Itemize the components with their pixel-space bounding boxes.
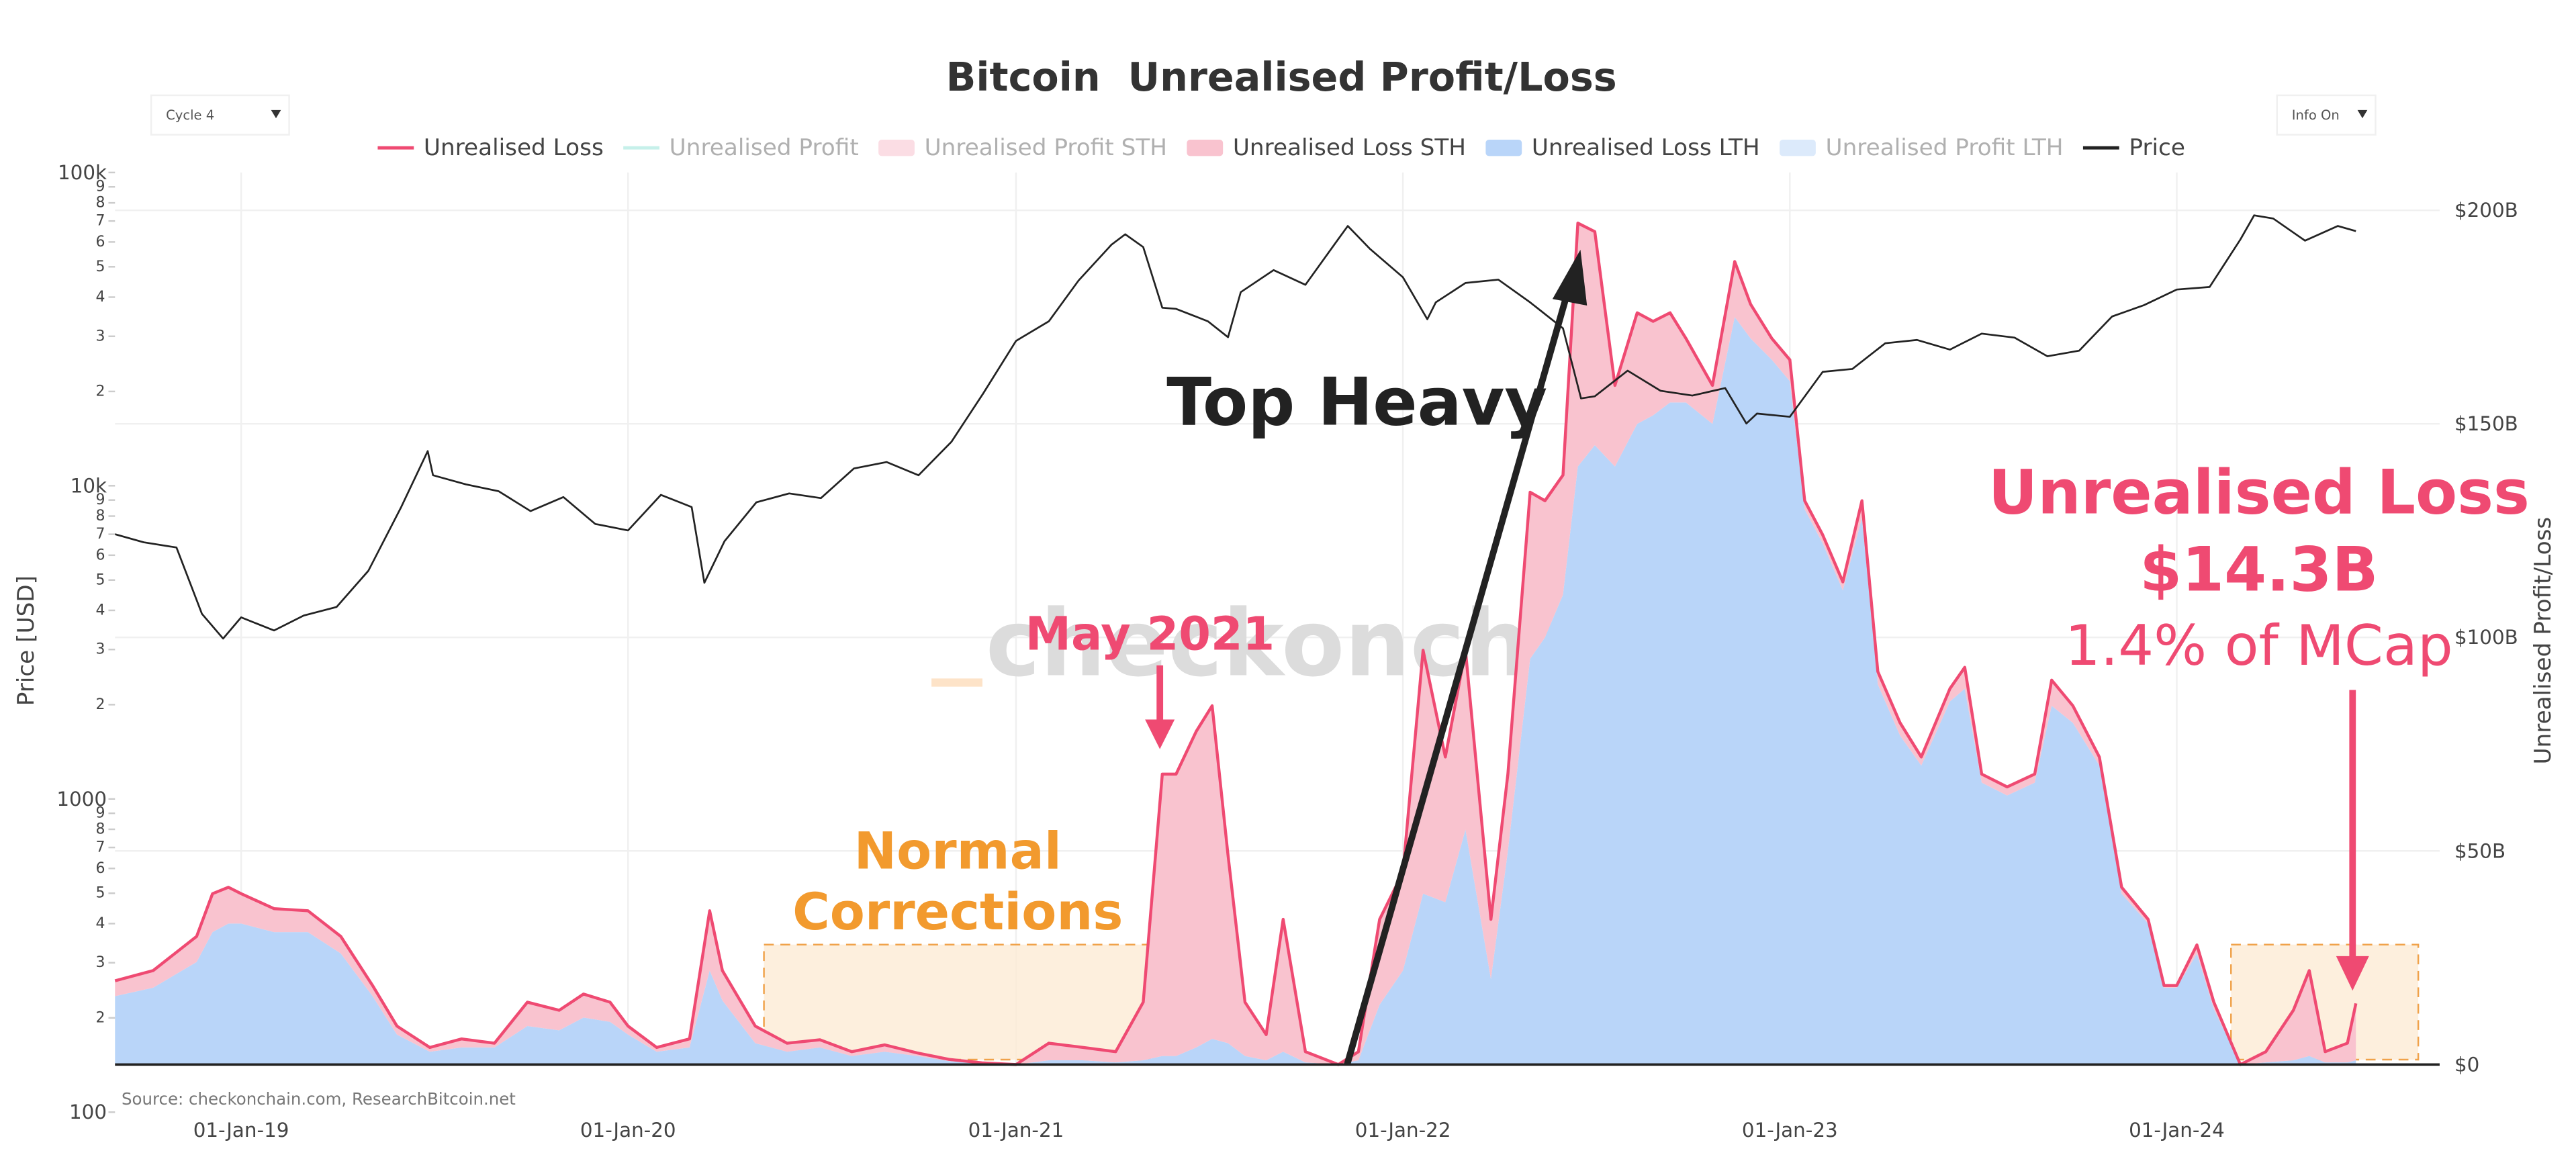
dropdown-arrow[interactable] bbox=[2357, 109, 2368, 119]
y-tick-label: 7 bbox=[96, 213, 105, 230]
y-tick-label: 8 bbox=[96, 821, 105, 838]
line bbox=[114, 214, 2356, 640]
loss-title: Unrealised Loss bbox=[1988, 457, 2530, 528]
y2-tick-label: $100B bbox=[2454, 626, 2518, 649]
x-tick-label: 01-Jan-22 bbox=[1355, 1119, 1451, 1142]
legend-swatch bbox=[1780, 139, 1816, 156]
y-tick-label: 2 bbox=[96, 696, 105, 713]
legend-label: Unrealised Loss STH bbox=[1233, 134, 1466, 161]
x-tick-label: 01-Jan-20 bbox=[580, 1119, 676, 1142]
dropdown-box[interactable] bbox=[150, 94, 290, 136]
legend-label: Unrealised Loss LTH bbox=[1532, 134, 1760, 161]
may-2021-label: May 2021 bbox=[1025, 607, 1275, 661]
y-tick-label: 6 bbox=[96, 547, 105, 563]
y-tick-label: 4 bbox=[96, 602, 105, 618]
legend-label: Price bbox=[2129, 134, 2185, 161]
y-tick-label: 2 bbox=[96, 383, 105, 400]
top-heavy-label: Top Heavy bbox=[1166, 364, 1547, 441]
y-tick-label: 3 bbox=[96, 954, 105, 971]
normal-corrections-label: Normal bbox=[854, 821, 1062, 880]
y2-tick-label: $150B bbox=[2454, 412, 2518, 435]
y-tick-label: 9 bbox=[96, 179, 105, 195]
y-tick-label: 4 bbox=[96, 915, 105, 932]
x-tick-label: 01-Jan-21 bbox=[968, 1119, 1064, 1142]
legend-item[interactable]: Unrealised Profit LTH bbox=[1780, 134, 2064, 161]
y-tick-label: 5 bbox=[96, 259, 105, 275]
axes: 01-Jan-19 01-Jan-20 01-Jan-21 01-Jan-22 01-J… bbox=[56, 161, 2518, 1142]
y-tick-label: 100k bbox=[58, 161, 107, 184]
legend-label: Unrealised Profit LTH bbox=[1826, 134, 2064, 161]
legend-swatch bbox=[878, 139, 915, 156]
arrow-head bbox=[2336, 956, 2369, 991]
y-tick-label: 8 bbox=[96, 508, 105, 524]
cycle-dropdown[interactable]: Cycle 4 bbox=[150, 94, 290, 136]
y-tick-label: 1000 bbox=[56, 788, 107, 810]
annotation-boxes bbox=[763, 943, 2420, 1061]
y2-tick-label: $200B bbox=[2454, 199, 2518, 222]
dropdown-box[interactable] bbox=[2276, 94, 2377, 136]
y-tick-label: 5 bbox=[96, 885, 105, 902]
dropdown-arrow[interactable] bbox=[271, 109, 281, 119]
legend: Unrealised Loss Unrealised Profit Unrealis… bbox=[377, 134, 2185, 161]
y-tick-label: 100 bbox=[69, 1101, 107, 1123]
chart-title: Bitcoin Unrealised Profit/Loss bbox=[946, 54, 1617, 100]
source-note: Source: checkonchain.com, ResearchBitcoi… bbox=[122, 1089, 516, 1109]
y-tick-label: 7 bbox=[96, 526, 105, 543]
annotations: Top Heavy May 2021 Normal Corrections Un… bbox=[792, 249, 2530, 1066]
legend-item[interactable]: Unrealised Loss bbox=[377, 134, 604, 161]
y2-tick-label: $0 bbox=[2454, 1053, 2479, 1076]
arrow-head bbox=[1145, 719, 1175, 749]
x-tick-label: 01-Jan-24 bbox=[2129, 1119, 2225, 1142]
y-tick-label: 6 bbox=[96, 234, 105, 250]
legend-item[interactable]: Unrealised Profit bbox=[623, 134, 859, 161]
y-tick-label: 3 bbox=[96, 641, 105, 658]
arrow-head bbox=[1552, 249, 1588, 306]
dropdown-label[interactable]: Cycle 4 bbox=[166, 107, 214, 123]
y-tick-label: 10k bbox=[71, 474, 107, 497]
y-tick-label: 9 bbox=[96, 492, 105, 508]
y-tick-label: 7 bbox=[96, 839, 105, 856]
y-axis-title: Price [USD] bbox=[13, 575, 40, 706]
y2-axis-title: Unrealised Profit/Loss bbox=[2530, 517, 2557, 765]
dropdown-label[interactable]: Info On bbox=[2292, 107, 2340, 123]
loss-value: $14.3B bbox=[2140, 535, 2378, 605]
current-box bbox=[2230, 943, 2420, 1061]
x-tick-label: 01-Jan-19 bbox=[193, 1119, 289, 1142]
y-tick-label: 6 bbox=[96, 860, 105, 877]
y2-tick-label: $50B bbox=[2454, 839, 2505, 862]
y-tick-label: 5 bbox=[96, 571, 105, 588]
legend-item[interactable]: Unrealised Loss STH bbox=[1187, 134, 1466, 161]
area bbox=[115, 317, 2356, 1065]
legend-label: Unrealised Loss bbox=[424, 134, 604, 161]
legend-swatch bbox=[1187, 139, 1224, 156]
watermark-mark bbox=[931, 678, 982, 687]
y-tick-label: 9 bbox=[96, 805, 105, 822]
y-tick-label: 4 bbox=[96, 289, 105, 306]
x-tick-label: 01-Jan-23 bbox=[1742, 1119, 1838, 1142]
legend-label: Unrealised Profit bbox=[670, 134, 859, 161]
legend-item[interactable]: Unrealised Profit STH bbox=[878, 134, 1167, 161]
legend-swatch bbox=[1485, 139, 1522, 156]
y-tick-label: 2 bbox=[96, 1009, 105, 1026]
y-tick-label: 8 bbox=[96, 195, 105, 212]
loss-share: 1.4% of MCap bbox=[2065, 613, 2453, 678]
y-tick-label: 3 bbox=[96, 328, 105, 344]
legend-item[interactable]: Unrealised Loss LTH bbox=[1485, 134, 1760, 161]
info-dropdown[interactable]: Info On bbox=[2276, 94, 2377, 136]
top-heavy-arrow bbox=[1344, 286, 1573, 1066]
normal-corrections-label: Corrections bbox=[792, 882, 1123, 941]
legend-label: Unrealised Profit STH bbox=[925, 134, 1167, 161]
legend-item[interactable]: Price bbox=[2082, 134, 2185, 161]
